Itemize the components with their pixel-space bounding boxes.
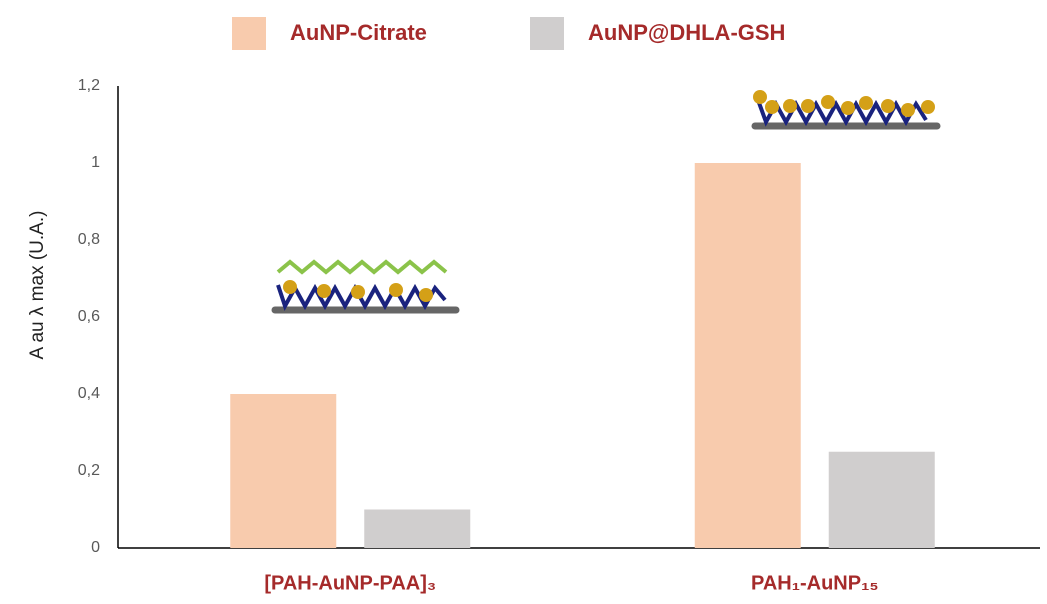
bar bbox=[364, 510, 470, 549]
y-tick-label: 0,4 bbox=[78, 385, 100, 402]
bar bbox=[230, 394, 336, 548]
y-tick-label: 0,2 bbox=[78, 462, 100, 479]
legend-label: AuNP@DHLA-GSH bbox=[588, 20, 785, 45]
y-tick-label: 0,6 bbox=[78, 308, 100, 325]
y-axis-title: A au λ max (U.A.) bbox=[27, 211, 48, 360]
chart: A au λ max (U.A.) 0 0,2 0,4 0,6 0,8 1 1,2 [PAH-… bbox=[0, 0, 1047, 604]
x-tick-label: PAH₁-AuNP₁₅ bbox=[751, 572, 879, 594]
y-tick-label: 1 bbox=[91, 154, 100, 171]
y-tick-label: 0 bbox=[91, 539, 100, 556]
y-tick-label: 1,2 bbox=[78, 77, 100, 94]
y-tick-label: 0,8 bbox=[78, 231, 100, 248]
x-tick-label: [PAH-AuNP-PAA]₃ bbox=[264, 572, 436, 594]
bar bbox=[829, 452, 935, 548]
legend-swatch bbox=[530, 17, 564, 50]
illustration-multilayer bbox=[275, 262, 456, 310]
illustration-monolayer bbox=[753, 90, 937, 126]
bar bbox=[695, 163, 801, 548]
legend-label: AuNP-Citrate bbox=[290, 20, 427, 45]
legend-swatch bbox=[232, 17, 266, 50]
